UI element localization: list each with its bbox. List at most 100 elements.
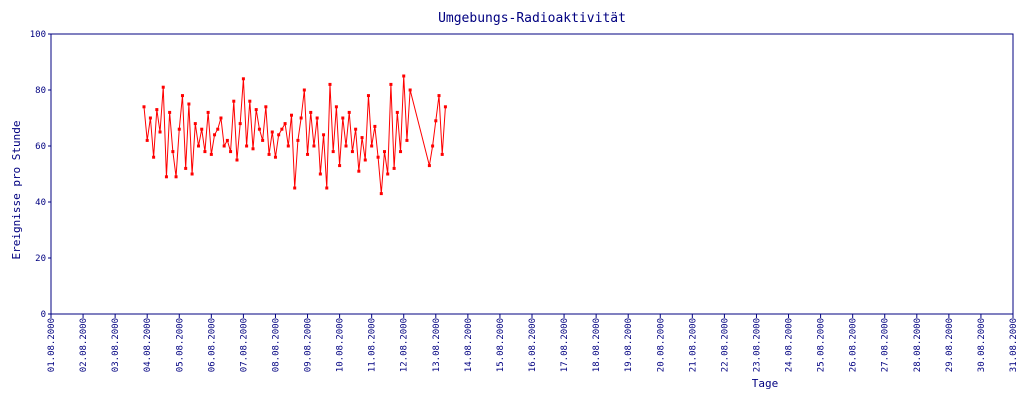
data-point [357,169,361,173]
data-point [399,150,403,154]
data-point [225,138,229,142]
data-point [257,127,261,131]
data-point [331,150,335,154]
data-line [143,75,446,194]
data-point [427,164,431,168]
data-point [267,152,271,156]
chart-title: Umgebungs-Radioaktivität [438,11,626,26]
x-tick-label: 30.08.2000 [977,318,987,372]
data-point [338,164,342,168]
data-point [270,130,274,134]
data-point [190,172,194,176]
x-tick-label: 25.08.2000 [817,318,827,372]
data-point [373,124,377,128]
data-point [142,105,146,109]
x-tick-label: 04.08.2000 [143,318,153,372]
data-point [273,155,277,159]
data-point [350,150,354,154]
data-point [280,127,284,131]
data-point [334,105,338,109]
x-tick-label: 15.08.2000 [496,318,506,372]
y-tick-label: 80 [35,86,46,96]
x-tick-label: 11.08.2000 [368,318,378,372]
data-point [379,192,383,196]
data-point [177,127,181,131]
x-tick-label: 28.08.2000 [913,318,923,372]
data-point [187,102,191,106]
data-point [164,175,168,179]
x-tick-label: 02.08.2000 [79,318,89,372]
data-point [283,122,287,126]
data-point [213,133,217,137]
data-point [184,166,188,170]
x-tick-label: 01.08.2000 [47,318,57,372]
x-tick-label: 16.08.2000 [528,318,538,372]
data-point [386,172,390,176]
y-tick-label: 40 [35,198,46,208]
data-point [229,150,233,154]
x-tick-label: 20.08.2000 [656,318,666,372]
data-point [312,144,316,148]
plot-frame [50,33,1014,315]
y-tick-label: 100 [30,30,46,40]
data-point [389,82,393,86]
x-tick-label: 07.08.2000 [239,318,249,372]
data-point [248,99,252,103]
data-point [363,158,367,162]
x-tick-label: 27.08.2000 [881,318,891,372]
data-point [402,74,406,78]
data-point [318,172,322,176]
data-point [148,116,152,120]
data-point [245,144,249,148]
x-tick-label: 26.08.2000 [849,318,859,372]
x-tick-label: 08.08.2000 [271,318,281,372]
data-point [180,94,184,98]
x-tick-label: 24.08.2000 [785,318,795,372]
data-point [434,119,438,123]
data-point [293,186,297,190]
x-tick-label: 23.08.2000 [752,318,762,372]
data-point [158,130,162,134]
data-point [197,144,201,148]
data-point [155,108,159,112]
data-point [405,138,409,142]
data-point [440,152,444,156]
x-tick-label: 03.08.2000 [111,318,121,372]
y-tick-label: 0 [41,310,46,320]
data-point [222,144,226,148]
x-tick-label: 06.08.2000 [207,318,217,372]
data-point [408,88,412,92]
data-point [370,144,374,148]
data-point [264,105,268,109]
x-tick-label: 19.08.2000 [624,318,634,372]
data-point [161,85,165,89]
x-tick-label: 17.08.2000 [560,318,570,372]
y-tick-label: 60 [35,142,46,152]
data-point [286,144,290,148]
x-tick-label: 05.08.2000 [175,318,185,372]
data-point [232,99,236,103]
data-point [206,110,210,114]
data-point [200,127,204,131]
data-point [366,94,370,98]
x-tick-label: 09.08.2000 [304,318,314,372]
data-point [152,155,156,159]
data-point [360,136,364,140]
data-point [174,175,178,179]
data-point [382,150,386,154]
x-tick-label: 29.08.2000 [945,318,955,372]
x-tick-label: 22.08.2000 [720,318,730,372]
data-point [325,186,329,190]
data-point [431,144,435,148]
data-point [238,122,242,126]
data-point [241,77,245,81]
x-tick-label: 12.08.2000 [400,318,410,372]
data-point [219,116,223,120]
data-point [261,138,265,142]
x-tick-label: 18.08.2000 [592,318,602,372]
data-point [392,166,396,170]
data-point [209,152,213,156]
x-tick-label: 14.08.2000 [464,318,474,372]
data-point [437,94,441,98]
